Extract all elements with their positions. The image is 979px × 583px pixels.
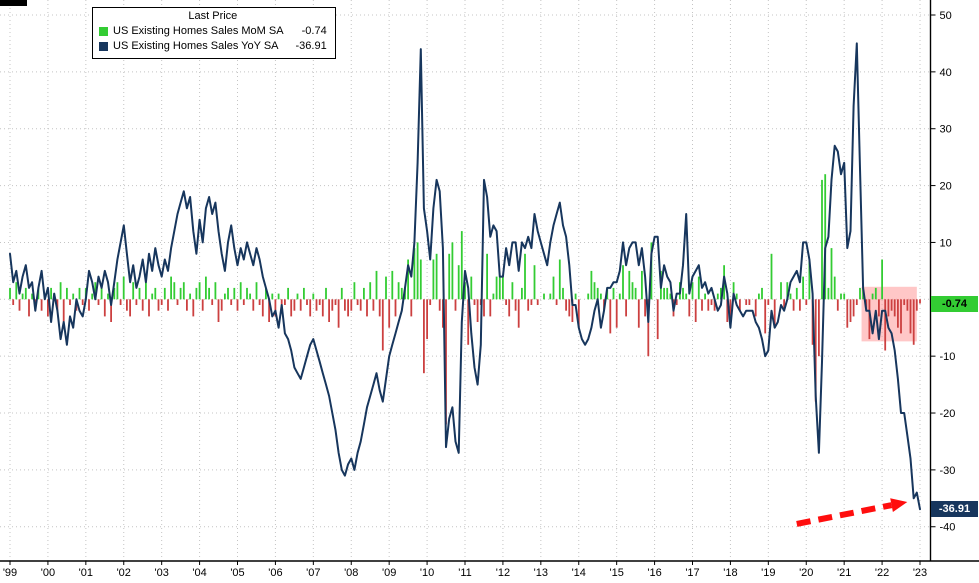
x-tick-label: '15 <box>609 567 623 579</box>
legend-item-yoy: US Existing Homes Sales YoY SA -36.91 <box>99 39 327 54</box>
x-tick-label: '01 <box>79 567 93 579</box>
yoy-series-value: -36.91 <box>295 40 327 52</box>
x-tick-label: '16 <box>647 567 661 579</box>
trend-arrow-shaft <box>796 502 893 527</box>
x-tick-label: '00 <box>41 567 55 579</box>
legend-item-mom: US Existing Homes Sales MoM SA -0.74 <box>99 24 327 39</box>
y-tick-label: 20 <box>940 181 952 193</box>
x-tick-label: '07 <box>306 567 320 579</box>
x-tick-label: '19 <box>761 567 775 579</box>
y-tick-label: 10 <box>940 237 952 249</box>
x-axis-labels: '99 '00 '01 '02 '03 '04 '05 '06 '07 '08 '09 '10 '11 '… <box>3 561 927 579</box>
legend-title: Last Price <box>188 10 238 22</box>
y-tick-label: -30 <box>940 465 956 477</box>
x-tick-label: '22 <box>875 567 889 579</box>
x-tick-label: '11 <box>458 567 472 579</box>
yoy-series-label: US Existing Homes Sales YoY SA <box>113 40 279 52</box>
mom-series-swatch-icon <box>99 27 108 36</box>
mom-series-value: -0.74 <box>301 25 327 37</box>
x-tick-label: '03 <box>154 567 168 579</box>
x-tick-label: '21 <box>837 567 851 579</box>
x-tick-label: '12 <box>496 567 510 579</box>
x-tick-label: '17 <box>685 567 699 579</box>
yoy-series-swatch-icon <box>99 42 108 51</box>
x-tick-label: '13 <box>534 567 548 579</box>
x-tick-label: '04 <box>192 567 206 579</box>
x-tick-label: '10 <box>420 567 434 579</box>
y-tick-label: 40 <box>940 67 952 79</box>
trend-arrow-head-icon <box>890 498 908 512</box>
yoy-line <box>9 42 921 511</box>
x-tick-label: '23 <box>913 567 927 579</box>
y-tick-label: -40 <box>940 522 956 534</box>
x-tick-label: '18 <box>723 567 737 579</box>
legend[interactable]: Last Price US Existing Homes Sales MoM S… <box>92 7 336 59</box>
y-tick-label: -10 <box>940 351 956 363</box>
x-tick-label: '09 <box>382 567 396 579</box>
x-tick-label: '06 <box>268 567 282 579</box>
mom-last-price-badge: -0.74 <box>931 295 978 312</box>
x-tick-label: '99 <box>3 567 17 579</box>
x-tick-label: '02 <box>117 567 131 579</box>
x-tick-label: '05 <box>230 567 244 579</box>
mom-series-label: US Existing Homes Sales MoM SA <box>113 25 284 37</box>
y-tick-label: 30 <box>940 124 952 136</box>
x-tick-label: '20 <box>799 567 813 579</box>
y-tick-label: -20 <box>940 408 956 420</box>
yoy-last-price-badge: -36.91 <box>931 501 978 518</box>
mom-bars <box>9 174 921 425</box>
y-axis-labels: 50 40 30 20 10 -10 -20 -30 -40 <box>930 10 956 534</box>
y-tick-label: 50 <box>940 10 952 22</box>
x-tick-label: '08 <box>344 567 358 579</box>
x-tick-label: '14 <box>572 567 586 579</box>
window-corner-artifact <box>0 0 27 6</box>
